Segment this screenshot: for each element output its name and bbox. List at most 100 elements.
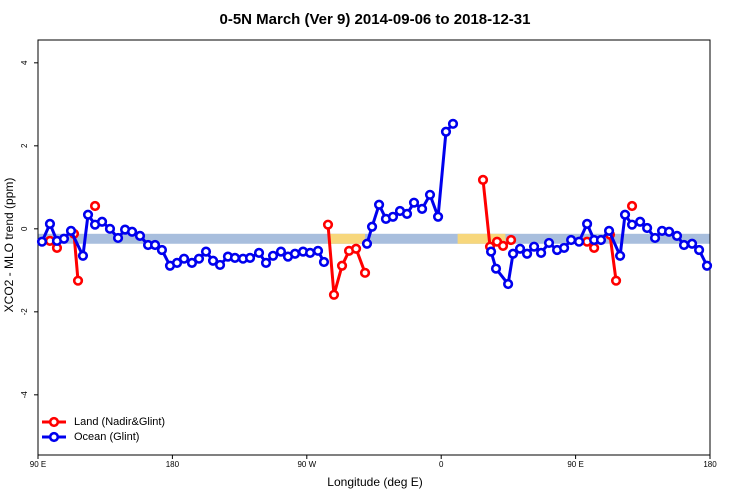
data-point: [289, 248, 301, 259]
data-point: [440, 126, 452, 137]
x-tick-label: 0: [439, 460, 444, 469]
data-point: [82, 209, 94, 220]
data-point: [507, 248, 519, 259]
data-point: [686, 238, 698, 249]
data-point: [149, 239, 161, 251]
data-point: [693, 244, 705, 256]
data-point: [595, 234, 607, 246]
data-point: [171, 257, 183, 268]
data-point: [477, 174, 489, 185]
data-point: [447, 118, 459, 129]
data-point: [112, 232, 124, 244]
data-point: [503, 278, 514, 290]
data-point: [401, 208, 413, 219]
data-point: [96, 216, 108, 227]
data-point: [566, 234, 577, 246]
data-point: [649, 232, 661, 244]
data-point: [267, 250, 279, 261]
data-point: [328, 289, 340, 300]
data-point: [186, 257, 198, 268]
data-point: [589, 242, 600, 254]
data-point: [366, 221, 378, 232]
data-point: [536, 247, 547, 258]
data-point: [701, 260, 713, 271]
data-point: [214, 259, 226, 271]
data-point: [642, 222, 653, 234]
data-point: [200, 246, 212, 257]
data-point: [126, 226, 138, 237]
data-point: [304, 247, 316, 258]
data-point: [156, 244, 168, 256]
plot-frame: [37, 39, 711, 456]
data-point: [361, 238, 373, 249]
data-point: [615, 250, 626, 261]
reference-band: [38, 233, 710, 244]
data-point: [408, 197, 420, 208]
x-tick-label: 90 E: [30, 460, 46, 469]
data-point: [573, 236, 585, 247]
data-point: [635, 216, 646, 227]
data-point: [663, 226, 675, 237]
data-point: [678, 239, 690, 251]
data-point: [626, 219, 638, 230]
legend-marker: [48, 431, 60, 443]
data-point: [543, 237, 555, 249]
y-axis-label: XCO2 - MLO trend (ppm): [2, 178, 16, 313]
data-point: [322, 219, 334, 230]
data-point: [424, 189, 436, 200]
data-point: [229, 252, 241, 263]
y-tick-label: 0: [20, 226, 29, 231]
data-point: [387, 211, 399, 222]
data-point: [58, 233, 70, 244]
data-point: [318, 256, 330, 268]
data-point: [44, 218, 56, 229]
data-point: [336, 260, 348, 271]
data-point: [416, 203, 428, 215]
x-tick-label: 180: [166, 460, 180, 469]
y-tick-label: -4: [20, 391, 29, 399]
data-point: [559, 242, 570, 254]
legend-label: Land (Nadir&Glint): [74, 416, 165, 428]
data-point: [603, 225, 615, 236]
data-point: [350, 243, 362, 254]
x-tick-label: 90 W: [297, 460, 316, 469]
data-point: [521, 248, 533, 259]
data-point: [89, 200, 101, 212]
data-point: [178, 253, 190, 264]
land-band: [327, 233, 366, 244]
data-point: [505, 234, 517, 246]
data-point: [312, 245, 324, 256]
land-band: [457, 233, 506, 244]
data-point: [528, 241, 540, 252]
data-point: [581, 218, 593, 229]
legend-label: Ocean (Glint): [74, 431, 139, 443]
chart-title: 0-5N March (Ver 9) 2014-09-06 to 2018-12…: [219, 11, 530, 28]
legend-marker: [48, 416, 60, 428]
data-point: [497, 240, 509, 251]
x-tick-label: 180: [703, 460, 717, 469]
data-point: [104, 223, 116, 234]
y-tick-label: 2: [20, 143, 29, 148]
data-point: [373, 199, 385, 210]
x-axis-label: Longitude (deg E): [327, 475, 422, 489]
data-point: [671, 230, 683, 241]
x-tick-label: 90 E: [567, 460, 583, 469]
data-point: [610, 275, 622, 286]
data-point: [193, 253, 205, 264]
data-point: [72, 275, 84, 286]
y-tick-label: -2: [20, 308, 29, 316]
data-point: [207, 255, 219, 266]
data-point: [65, 225, 77, 236]
data-point: [485, 246, 497, 257]
data-point: [134, 230, 146, 241]
data-point: [36, 236, 48, 247]
data-point: [619, 209, 631, 220]
data-point: [260, 257, 272, 268]
data-point: [244, 252, 256, 263]
data-point: [253, 247, 265, 258]
data-point: [432, 211, 444, 222]
data-point: [359, 267, 371, 278]
data-point: [490, 263, 502, 274]
data-point: [626, 200, 638, 212]
